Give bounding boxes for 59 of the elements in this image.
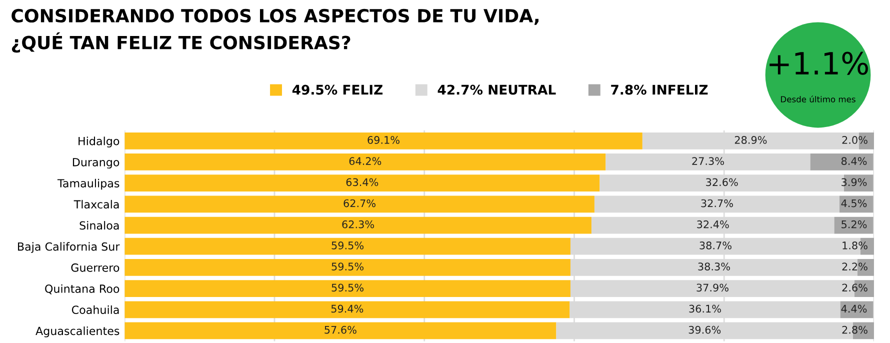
legend-label: 42.7% NEUTRAL: [438, 84, 556, 95]
bar: [124, 216, 592, 234]
data-label: 2.0%: [842, 136, 868, 144]
text: +1.1%: [770, 52, 868, 75]
data-label: 32.4%: [697, 220, 729, 228]
bar: [124, 238, 570, 255]
data-label: 59.4%: [331, 304, 364, 313]
data-label: 32.6%: [706, 178, 738, 186]
bar: [124, 174, 600, 192]
data-label: 28.9%: [734, 136, 767, 144]
y-tick-label: Hidalgo: [78, 136, 120, 148]
data-label: 62.3%: [342, 220, 374, 228]
data-label: 2.8%: [842, 326, 868, 334]
y-tick-label: Coahuila: [72, 305, 119, 314]
y-tick-label: Guerrero: [71, 263, 120, 272]
bar: [124, 322, 556, 340]
data-label: 1.8%: [842, 242, 868, 250]
data-label: 32.7%: [701, 199, 733, 208]
data-label: 69.1%: [368, 136, 400, 144]
y-tick-label: Tlaxcala: [74, 200, 119, 209]
y-tick-label: Baja California Sur: [18, 242, 120, 253]
data-label: 59.5%: [332, 242, 364, 250]
data-label: 3.9%: [842, 178, 867, 186]
data-label: 27.3%: [692, 157, 724, 166]
data-label: 36.1%: [689, 304, 721, 313]
data-label: 39.6%: [688, 326, 721, 334]
bar: [124, 154, 606, 170]
y-tick-label: Sinaloa: [80, 221, 119, 230]
bar: [124, 280, 570, 297]
data-label: 59.5%: [332, 262, 364, 270]
chart-title: CONSIDERANDO TODOS LOS ASPECTOS DE TU VIDA, ¿QUÉ TAN FELIZ TE CONSIDERAS?: [12, 8, 538, 53]
text: Desde último mes: [781, 96, 856, 102]
bar: [124, 301, 570, 318]
data-label: 62.7%: [344, 199, 376, 208]
y-tick-label: Durango: [72, 158, 120, 169]
data-label: 37.9%: [696, 284, 728, 292]
legend-label: 7.8% INFELIZ: [611, 84, 708, 95]
data-label: 64.2%: [349, 157, 382, 166]
bar: [124, 132, 642, 150]
data-label: 8.4%: [841, 157, 867, 166]
data-label: 4.4%: [841, 304, 867, 313]
bar: [810, 154, 874, 170]
data-label: 57.6%: [324, 326, 356, 334]
data-label: 2.2%: [842, 262, 868, 270]
y-tick-label: Quintana Roo: [45, 284, 120, 294]
data-label: 5.2%: [842, 220, 867, 228]
legend-label: 49.5% FELIZ: [292, 84, 383, 95]
bar: [124, 259, 570, 276]
data-label: 63.4%: [346, 178, 378, 186]
data-label: 38.3%: [698, 262, 730, 270]
data-label: 59.5%: [332, 284, 364, 292]
data-label: 4.5%: [841, 199, 867, 208]
data-label: 2.6%: [842, 284, 868, 292]
data-label: 38.7%: [700, 242, 732, 250]
y-tick-label: Tamaulipas: [57, 178, 120, 190]
bar: [124, 196, 594, 213]
bar: [840, 301, 874, 318]
bar: [840, 196, 874, 213]
y-tick-label: Aguascalientes: [36, 326, 120, 338]
